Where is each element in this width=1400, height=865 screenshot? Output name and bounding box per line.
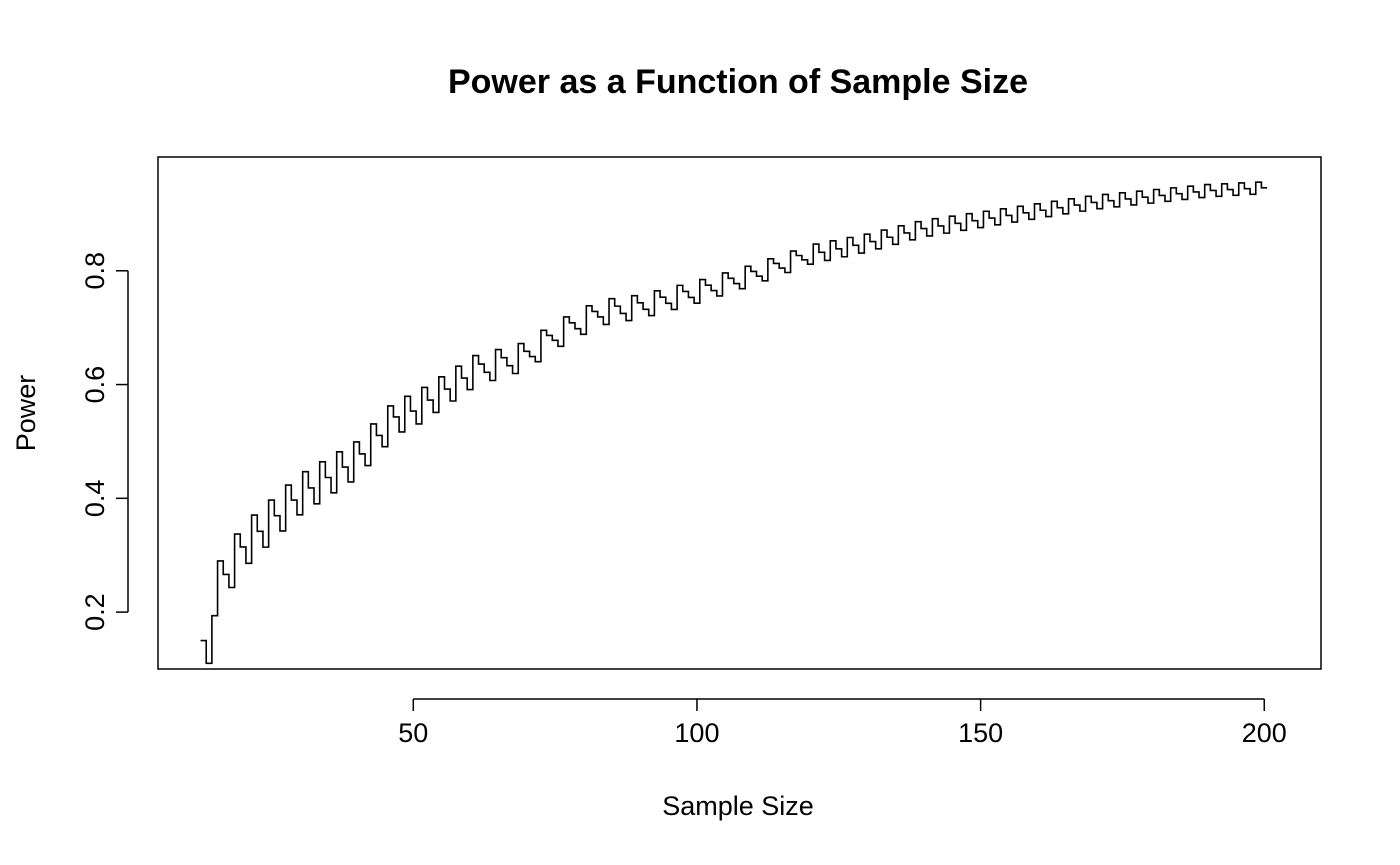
x-axis: 50 100 150 200 <box>398 698 1287 748</box>
y-tick-label: 0.4 <box>80 480 110 518</box>
series-layer <box>200 181 1268 665</box>
x-axis-label: Sample Size <box>662 791 814 821</box>
plot-frame <box>157 156 1322 670</box>
x-tick-label: 150 <box>958 718 1003 748</box>
chart-title: Power as a Function of Sample Size <box>448 63 1028 101</box>
x-tick-label: 200 <box>1242 718 1287 748</box>
power-step-series <box>200 181 1268 665</box>
y-axis-label: Power <box>11 375 41 452</box>
x-tick-label: 50 <box>398 718 428 748</box>
y-tick-label: 0.8 <box>80 252 110 290</box>
y-axis: 0.2 0.4 0.6 0.8 <box>80 252 129 631</box>
y-tick-label: 0.6 <box>80 366 110 404</box>
y-tick-label: 0.2 <box>80 593 110 631</box>
x-tick-label: 100 <box>674 718 719 748</box>
